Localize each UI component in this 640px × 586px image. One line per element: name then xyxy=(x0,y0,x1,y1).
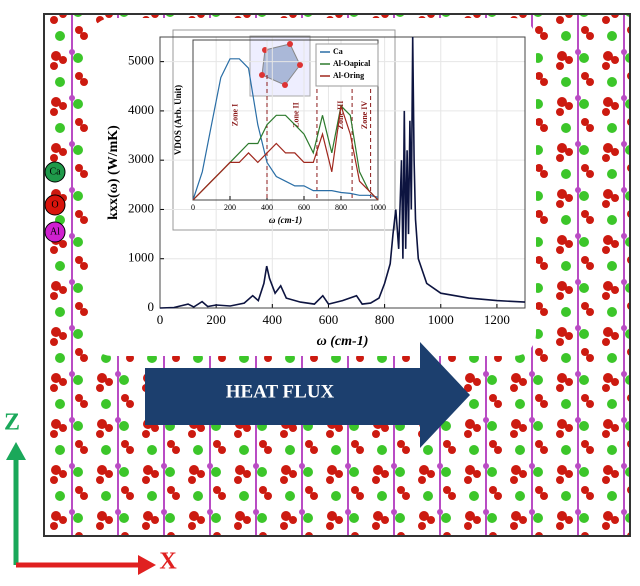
plot-frame xyxy=(159,36,526,309)
atom-label: O xyxy=(51,199,58,210)
zone-label: Zone IV xyxy=(360,101,369,129)
x-tick-label: 1000 xyxy=(428,312,454,327)
atom-label: Ca xyxy=(49,166,61,177)
zone-label: Zone II xyxy=(291,102,300,128)
y-tick-label: 4000 xyxy=(128,102,154,117)
legend-label: Ca xyxy=(333,47,343,56)
x-tick-label: 800 xyxy=(375,312,395,327)
x-tick-label: 1000 xyxy=(370,203,386,212)
y-tick-label: 5000 xyxy=(128,53,154,68)
x-tick-label: 800 xyxy=(335,203,347,212)
data-line xyxy=(192,58,379,201)
x-tick-label: 600 xyxy=(298,203,310,212)
x-tick-label: 0 xyxy=(157,312,164,327)
z-arrowhead xyxy=(6,442,26,460)
legend-box xyxy=(315,43,379,87)
x-tick-label: 600 xyxy=(319,312,339,327)
y-axis-label: kxx(ω) (W/mK) xyxy=(106,125,121,220)
x-tick-label: 200 xyxy=(224,203,236,212)
x-tick-label: 400 xyxy=(263,312,283,327)
x-tick-label: 400 xyxy=(261,203,273,212)
data-line xyxy=(159,36,526,309)
plot-frame xyxy=(192,39,379,201)
x-axis-label: ω (cm-1) xyxy=(269,215,302,225)
x-tick-label: 200 xyxy=(206,312,226,327)
legend-label: Al-Oapical xyxy=(333,59,371,68)
molecule-icon xyxy=(249,35,311,97)
legend-label: Al-Oring xyxy=(333,71,364,80)
y-tick-label: 0 xyxy=(148,299,155,314)
y-tick-label: 2000 xyxy=(128,200,154,215)
data-line xyxy=(192,105,379,201)
y-tick-label: 1000 xyxy=(128,250,154,265)
atom-label: Al xyxy=(50,226,60,237)
x-label: X xyxy=(159,549,177,575)
x-axis-label: ω (cm-1) xyxy=(317,334,369,349)
arrow-label: HEAT FLUX xyxy=(226,381,335,402)
atom-legend: Ca O Al xyxy=(44,161,66,243)
x-tick-label: 0 xyxy=(191,203,195,212)
heat-flux-arrow xyxy=(145,342,470,448)
z-label: Z xyxy=(4,410,20,436)
x-tick-label: 1200 xyxy=(484,312,510,327)
y-axis-label: VDOS (Arb. Unit) xyxy=(173,85,183,155)
x-arrowhead xyxy=(138,555,156,575)
y-tick-label: 3000 xyxy=(128,151,154,166)
zone-label: Zone I xyxy=(230,104,239,126)
zone-label: Zone III xyxy=(336,101,345,130)
